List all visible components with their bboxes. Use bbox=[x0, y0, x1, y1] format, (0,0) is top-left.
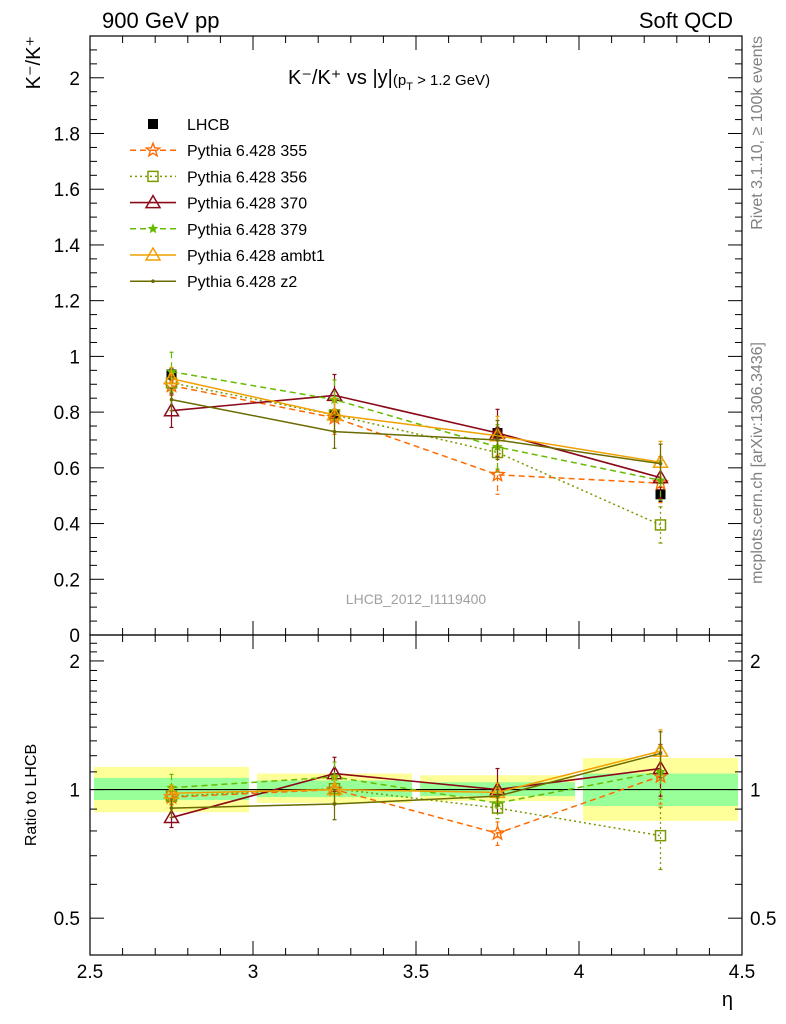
ratio-series-line bbox=[171, 771, 661, 804]
main-series-line bbox=[171, 398, 661, 465]
main-title: K⁻/K⁺ vs |y|(pT > 1.2 GeV) bbox=[288, 67, 490, 93]
main-ytick-label: 0.8 bbox=[54, 403, 80, 424]
xtick-label: 4.5 bbox=[729, 962, 755, 983]
ratio-point bbox=[488, 824, 507, 841]
ratio-point bbox=[163, 809, 180, 824]
ratio-point bbox=[495, 794, 500, 798]
ratio-series-line bbox=[171, 787, 661, 837]
legend-entry-2: Pythia 6.428 356 bbox=[130, 169, 307, 186]
legend-marker bbox=[147, 223, 159, 234]
ratio-ytick-label-right: 1 bbox=[750, 781, 761, 802]
ratio-point bbox=[658, 751, 663, 756]
main-title-text: K⁻/K⁺ vs |y| bbox=[288, 67, 393, 89]
legend-label: LHCB bbox=[187, 117, 230, 134]
ratio-series-group bbox=[162, 729, 670, 871]
legend-label: Pythia 6.428 355 bbox=[187, 143, 307, 160]
ratio-point bbox=[163, 784, 180, 800]
main-point bbox=[332, 429, 337, 434]
xtick-label: 3 bbox=[248, 962, 259, 983]
mcplots-label: mcplots.cern.ch [arXiv:1306.3436] bbox=[749, 342, 766, 584]
main-point bbox=[169, 397, 174, 402]
ratio-ytick-label: 2 bbox=[69, 652, 80, 673]
ratio-ytick-label: 1 bbox=[69, 781, 80, 802]
main-ytick-label: 1.6 bbox=[54, 180, 80, 201]
watermark: LHCB_2012_I1119400 bbox=[346, 591, 487, 607]
main-series-6 bbox=[169, 387, 663, 484]
legend-label: Pythia 6.428 379 bbox=[187, 222, 307, 239]
x-axis-label: η bbox=[722, 989, 733, 1011]
main-title-sub: (p bbox=[393, 72, 406, 89]
ratio-ytick-label-right: 2 bbox=[750, 652, 761, 673]
legend-entry-4: Pythia 6.428 379 bbox=[130, 222, 307, 239]
main-point bbox=[163, 370, 180, 385]
legend-entry-3: Pythia 6.428 370 bbox=[130, 194, 307, 213]
ratio-axes: 0.5 0.5 1 1 2 2 2.5 3 3.5 4 4.5 bbox=[54, 634, 776, 983]
xtick-label: 2.5 bbox=[77, 962, 103, 983]
legend-marker bbox=[144, 246, 162, 261]
main-point bbox=[163, 402, 180, 417]
main-series-group bbox=[162, 351, 670, 544]
main-point bbox=[654, 519, 667, 531]
ratio-point bbox=[654, 829, 667, 842]
main-ytick-label: 0 bbox=[69, 626, 80, 647]
main-point bbox=[488, 465, 507, 483]
legend-label: Pythia 6.428 ambt1 bbox=[187, 248, 325, 265]
legend-marker bbox=[144, 141, 162, 158]
legend-label: Pythia 6.428 356 bbox=[187, 169, 307, 186]
main-ytick-label: 1 bbox=[69, 347, 80, 368]
main-title-sub-rest: > 1.2 GeV) bbox=[413, 72, 490, 89]
legend: LHCB Pythia 6.428 355 Pythia 6.428 356 Pyth… bbox=[130, 117, 325, 291]
ratio-series-line bbox=[171, 750, 661, 795]
legend-marker bbox=[147, 170, 159, 183]
legend-entry-6: Pythia 6.428 z2 bbox=[130, 274, 297, 291]
ratio-point bbox=[332, 802, 337, 806]
header-left: 900 GeV pp bbox=[102, 8, 219, 33]
rivet-label: Rivet 3.1.10, ≥ 100k events bbox=[749, 36, 766, 230]
legend-entry-5: Pythia 6.428 ambt1 bbox=[130, 246, 325, 265]
main-ytick-label: 1.8 bbox=[54, 125, 80, 146]
main-series-line bbox=[171, 384, 661, 484]
main-series-line bbox=[171, 377, 661, 464]
main-ytick-label: 0.6 bbox=[54, 459, 80, 480]
ratio-point bbox=[169, 806, 174, 810]
legend-marker bbox=[148, 119, 158, 129]
xtick-label: 3.5 bbox=[403, 962, 429, 983]
legend-marker bbox=[144, 194, 162, 209]
legend-entry-0: LHCB bbox=[148, 117, 230, 134]
main-title-sub-index: T bbox=[406, 81, 413, 93]
main-ytick-label: 0.4 bbox=[54, 515, 81, 536]
main-series-line bbox=[171, 394, 661, 479]
main-point bbox=[495, 438, 500, 442]
ratio-series-line bbox=[171, 767, 661, 819]
ratio-series-line bbox=[171, 775, 661, 835]
header-right: Soft QCD bbox=[639, 8, 733, 33]
ratio-ytick-label: 0.5 bbox=[54, 909, 80, 930]
main-point bbox=[658, 461, 663, 466]
main-series-line bbox=[171, 370, 661, 482]
legend-marker bbox=[151, 279, 155, 284]
legend-entry-1: Pythia 6.428 355 bbox=[130, 141, 307, 160]
main-ytick-label: 2 bbox=[69, 69, 80, 90]
ratio-series-line bbox=[171, 752, 661, 809]
main-ytick-label: 1.4 bbox=[54, 236, 81, 257]
ratio-ylabel: Ratio to LHCB bbox=[23, 744, 40, 846]
ratio-ytick-label-right: 0.5 bbox=[750, 909, 776, 930]
main-ytick-label: 0.2 bbox=[54, 570, 80, 591]
ratio-series-5 bbox=[169, 731, 663, 821]
main-ylabel: K⁻/K⁺ bbox=[23, 36, 45, 89]
legend-label: Pythia 6.428 370 bbox=[187, 196, 307, 213]
legend-label: Pythia 6.428 z2 bbox=[187, 274, 297, 291]
main-series-1 bbox=[162, 375, 670, 504]
xtick-label: 4 bbox=[574, 962, 585, 983]
main-ytick-label: 1.2 bbox=[54, 292, 80, 313]
main-axes: 0 0.2 0.4 0.6 0.8 1 1.2 1.4 1.6 1.8 2 bbox=[54, 35, 743, 647]
